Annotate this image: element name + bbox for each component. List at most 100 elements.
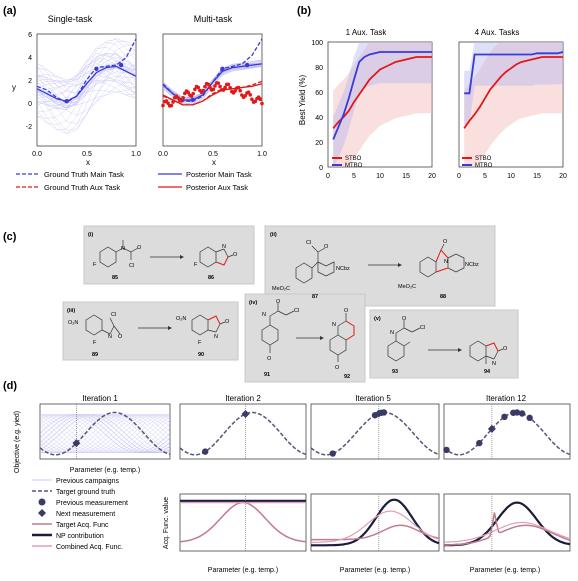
combined-acq-func-line bbox=[443, 521, 571, 543]
panel-a-title-single: Single-task bbox=[48, 14, 93, 24]
x-tick-label: 0.0 bbox=[32, 151, 42, 158]
reaction-tag: (iii) bbox=[67, 308, 75, 314]
y-tick-label: 2 bbox=[28, 78, 32, 85]
atom-label: O bbox=[335, 365, 340, 371]
reaction-box-i bbox=[83, 225, 255, 285]
aux-observation-point bbox=[196, 85, 201, 90]
legend-label: Posterior Main Task bbox=[186, 170, 252, 179]
panel-a-xlabel-single: x bbox=[86, 158, 90, 167]
legend-label: Posterior Aux Task bbox=[186, 183, 248, 192]
aux-observation-point bbox=[236, 85, 241, 90]
previous-campaign-line bbox=[39, 414, 171, 453]
panel-a: Single-task Multi-task y x x 6 4 2 0 -2 … bbox=[12, 14, 267, 192]
previous-measurement bbox=[501, 413, 508, 421]
aux-observation-point bbox=[250, 97, 254, 102]
reaction-tag: (v) bbox=[374, 316, 381, 322]
confidence-band bbox=[464, 42, 563, 167]
atom-label: F bbox=[198, 340, 202, 346]
y-tick-label: -2 bbox=[26, 124, 32, 131]
iteration-title: Iteration 5 bbox=[355, 394, 391, 403]
reaction-tag: (ii) bbox=[270, 232, 277, 238]
compound-number: 91 bbox=[264, 372, 270, 378]
compound-number: 86 bbox=[208, 275, 214, 281]
previous-campaign-line bbox=[39, 414, 171, 453]
posterior-sample bbox=[36, 53, 137, 107]
combined-acq-func-line bbox=[311, 510, 440, 543]
panel-b: Best Yield (%) 1 Aux. Task 4 Aux. Tasks … bbox=[298, 28, 567, 180]
iteration-title: Iteration 2 bbox=[225, 394, 261, 403]
aux-observation-point bbox=[253, 99, 258, 104]
plot-frame bbox=[179, 493, 307, 552]
aux-observation-point bbox=[213, 84, 217, 88]
x-tick-label: 20 bbox=[559, 173, 567, 180]
plot-frame bbox=[443, 403, 571, 460]
panel-b-title-1: 1 Aux. Task bbox=[346, 28, 388, 37]
compound-number: 88 bbox=[440, 294, 446, 300]
panel-d-legend: Previous campaigns Target ground truth P… bbox=[32, 478, 128, 551]
series-line bbox=[162, 83, 263, 106]
compound-number: 90 bbox=[198, 352, 204, 358]
new-bond bbox=[485, 342, 499, 352]
atom-label: O bbox=[118, 334, 123, 340]
reaction-arrow-head bbox=[180, 255, 184, 259]
atom-label: N bbox=[222, 244, 226, 250]
reaction-arrow-head bbox=[168, 326, 172, 330]
previous-measurement bbox=[513, 409, 521, 416]
previous-measurement bbox=[329, 450, 336, 457]
aux-observation-point bbox=[206, 82, 211, 87]
atom-label: F bbox=[194, 262, 198, 268]
previous-measurement bbox=[443, 446, 450, 454]
series-line bbox=[162, 80, 263, 106]
aux-observation-point bbox=[233, 89, 237, 93]
aux-observation-point bbox=[216, 81, 221, 85]
reaction-box-ii bbox=[264, 225, 496, 307]
posterior-sample bbox=[36, 41, 137, 130]
panel-b-y-ticks: 100 80 60 40 20 0 bbox=[311, 40, 323, 172]
new-bond bbox=[435, 249, 449, 273]
previous-measurement bbox=[202, 448, 209, 455]
y-tick-label: 80 bbox=[315, 65, 323, 72]
plot-single-task bbox=[36, 33, 137, 147]
previous-measurement bbox=[476, 439, 483, 447]
posterior-sample bbox=[36, 41, 137, 113]
confidence-band bbox=[333, 42, 432, 167]
reaction-arrow-head bbox=[398, 263, 402, 267]
aux-observation-point bbox=[166, 101, 170, 106]
plot-frame bbox=[179, 403, 307, 460]
reaction-tag: (i) bbox=[88, 232, 93, 238]
atom-label: F bbox=[93, 340, 97, 346]
atom-label: MeO₂C bbox=[398, 284, 416, 290]
y-tick-label: 4 bbox=[28, 55, 32, 62]
x-tick-label: 1.0 bbox=[257, 151, 267, 158]
atom-label: O bbox=[137, 245, 142, 251]
y-tick-label: 0 bbox=[319, 165, 323, 172]
atom-label: O bbox=[443, 239, 448, 245]
next-measurement bbox=[487, 424, 496, 433]
x-tick-label: 5 bbox=[483, 173, 487, 180]
aux-observation-point bbox=[211, 87, 216, 92]
atom-label: Cl bbox=[129, 263, 134, 269]
series-line bbox=[36, 65, 137, 102]
atom-label: O bbox=[267, 356, 272, 362]
previous-campaign-line bbox=[39, 414, 171, 453]
aux-observation-point bbox=[186, 90, 190, 95]
panel-a-xlabel-multi: x bbox=[212, 158, 216, 167]
plot-4-aux-tasks bbox=[458, 41, 564, 168]
x-tick-label: 0.5 bbox=[82, 151, 92, 158]
panel-d-xlabel: Parameter (e.g. temp.) bbox=[70, 467, 140, 474]
panel-d-xlabel: Parameter (e.g. temp.) bbox=[208, 567, 278, 574]
series-line bbox=[332, 51, 432, 140]
legend-label: NP contribution bbox=[56, 533, 104, 540]
legend-label: Combined Acq. Func. bbox=[56, 544, 123, 551]
structure-92 bbox=[329, 313, 347, 362]
atom-label: N bbox=[444, 259, 448, 265]
panel-a-y-ticks: 6 4 2 0 -2 bbox=[26, 32, 32, 131]
legend-swatch bbox=[38, 498, 46, 506]
atom-label: N bbox=[214, 334, 218, 340]
new-bond bbox=[345, 320, 355, 341]
atom-label: N bbox=[332, 322, 336, 328]
target-acq-func-line bbox=[311, 524, 440, 541]
legend-label: STBO bbox=[345, 156, 362, 162]
previous-campaign-line bbox=[39, 414, 171, 453]
aux-observation-point bbox=[228, 85, 232, 90]
